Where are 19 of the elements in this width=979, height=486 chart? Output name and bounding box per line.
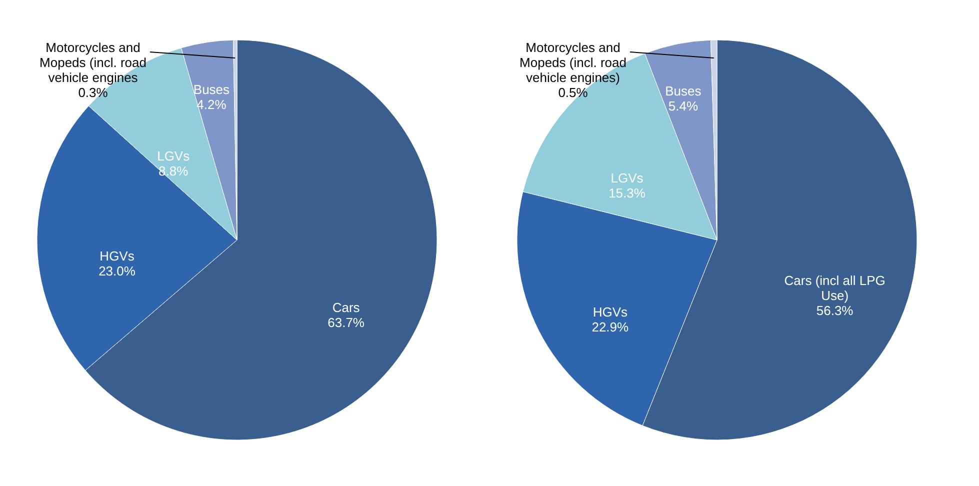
data-label: 0.5% xyxy=(558,85,588,100)
slice-label: Buses xyxy=(665,83,702,98)
data-label: 8.8% xyxy=(158,163,189,178)
slice-label: HGVs xyxy=(100,248,135,264)
data-label: 22.9% xyxy=(592,320,630,335)
slice-label: Buses xyxy=(193,82,230,97)
data-label: 63.7% xyxy=(328,315,365,330)
slice-label: Cars xyxy=(332,300,360,316)
data-label: 15.3% xyxy=(608,186,646,201)
data-label: 0.3% xyxy=(78,85,108,100)
slice-label: Cars (incl all LPG Use) xyxy=(784,272,886,303)
slice-label: Motorcycles and Mopeds (incl. road vehicle engines xyxy=(40,40,146,85)
data-label: 23.0% xyxy=(98,263,136,278)
data-label: 5.4% xyxy=(668,98,698,114)
slice-label: HGVs xyxy=(592,304,628,320)
data-label: 56.3% xyxy=(816,302,854,318)
slice-label: LGVs xyxy=(157,148,190,164)
slice-label: Motorcycles and Mopeds (incl. road vehicle engines) xyxy=(520,40,626,85)
slice-label: LGVs xyxy=(610,170,644,186)
